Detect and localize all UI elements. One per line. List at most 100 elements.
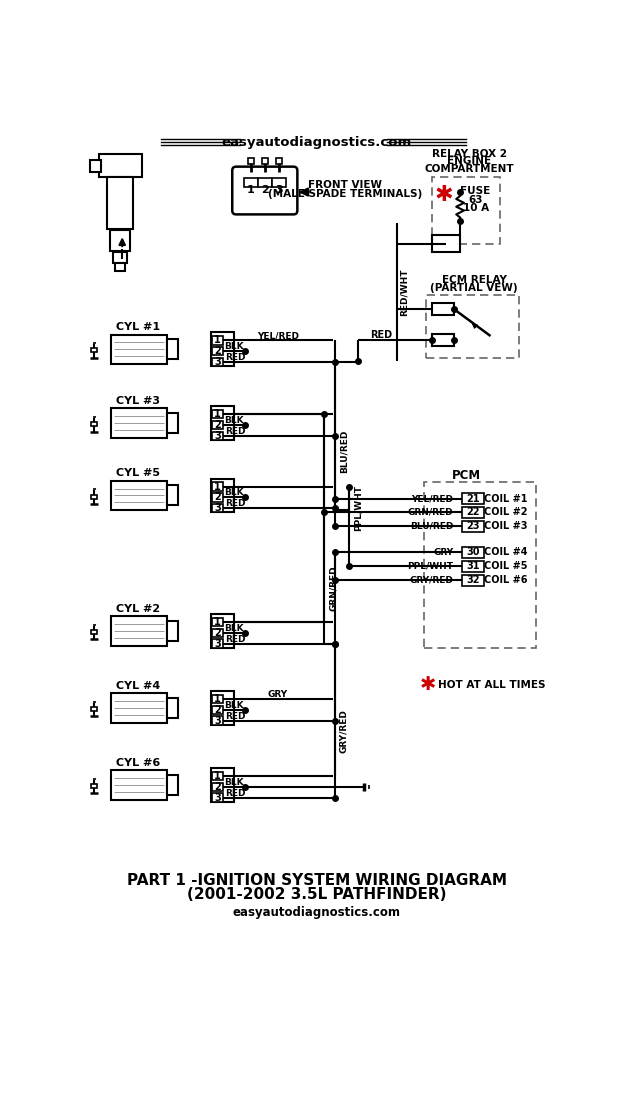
Bar xyxy=(212,793,223,802)
Bar xyxy=(212,504,223,513)
Bar xyxy=(212,346,223,355)
Bar xyxy=(212,783,223,791)
Text: RED/WHT: RED/WHT xyxy=(400,268,408,316)
Text: easyautodiagnostics.com: easyautodiagnostics.com xyxy=(233,905,400,918)
Bar xyxy=(261,158,268,164)
Text: BLU/RED: BLU/RED xyxy=(339,430,349,473)
Text: 1: 1 xyxy=(214,336,221,345)
Bar xyxy=(91,630,98,634)
Text: 3: 3 xyxy=(214,431,221,441)
Bar xyxy=(167,412,178,433)
Text: 2: 2 xyxy=(214,782,221,792)
Bar xyxy=(462,521,484,531)
Bar xyxy=(111,770,167,800)
Bar xyxy=(91,349,98,352)
Bar xyxy=(212,337,223,344)
Bar xyxy=(462,547,484,558)
Bar xyxy=(167,774,178,795)
Text: RED: RED xyxy=(225,427,245,436)
Text: RED: RED xyxy=(225,712,245,720)
Text: YEL/RED: YEL/RED xyxy=(411,494,453,503)
Text: BLK: BLK xyxy=(224,701,243,710)
Text: CYL #5: CYL #5 xyxy=(116,469,161,478)
Text: COMPARTMENT: COMPARTMENT xyxy=(425,164,514,174)
Text: ✱: ✱ xyxy=(420,675,436,694)
Text: 22: 22 xyxy=(467,507,480,517)
Bar xyxy=(111,616,167,646)
Text: GRN/RED: GRN/RED xyxy=(407,508,453,517)
Text: (MALE SPADE TERMINALS): (MALE SPADE TERMINALS) xyxy=(268,189,421,199)
Text: (PARTIAL VEW): (PARTIAL VEW) xyxy=(430,284,518,294)
Bar xyxy=(212,358,223,366)
Bar xyxy=(212,706,223,714)
Text: YEL/RED: YEL/RED xyxy=(257,331,299,340)
Bar xyxy=(432,177,501,244)
Bar xyxy=(211,614,234,648)
Bar xyxy=(91,784,98,788)
Text: 2: 2 xyxy=(214,346,221,356)
Text: GRY: GRY xyxy=(268,690,288,698)
Text: 1: 1 xyxy=(247,185,255,195)
Bar xyxy=(212,618,223,626)
Text: GRY/RED: GRY/RED xyxy=(339,710,349,754)
Text: FUSE: FUSE xyxy=(460,186,491,196)
Bar xyxy=(212,772,223,780)
Text: COIL #2: COIL #2 xyxy=(484,507,528,517)
Bar xyxy=(432,235,460,252)
Text: ECM RELAY: ECM RELAY xyxy=(442,275,507,285)
Text: 2: 2 xyxy=(214,628,221,638)
Bar xyxy=(212,639,223,648)
Bar xyxy=(212,431,223,440)
Text: COIL #3: COIL #3 xyxy=(484,521,528,531)
Text: 21: 21 xyxy=(467,494,480,504)
Bar xyxy=(167,620,178,641)
Text: BLK: BLK xyxy=(224,488,243,497)
Bar xyxy=(462,561,484,572)
Bar xyxy=(211,478,234,513)
Bar xyxy=(212,628,223,637)
Text: 31: 31 xyxy=(467,561,480,571)
Bar xyxy=(91,495,98,498)
Text: 23: 23 xyxy=(467,521,480,531)
Bar xyxy=(462,574,484,585)
Text: 63: 63 xyxy=(468,195,483,205)
Text: ✱: ✱ xyxy=(434,185,453,205)
Bar xyxy=(211,332,234,366)
Bar xyxy=(212,716,223,725)
Bar xyxy=(167,485,178,506)
Bar xyxy=(113,252,127,263)
Text: CYL #3: CYL #3 xyxy=(116,396,161,406)
Text: BLU/RED: BLU/RED xyxy=(410,521,453,530)
Text: 1: 1 xyxy=(214,409,221,419)
Bar xyxy=(211,691,234,725)
Text: PPL/WHT: PPL/WHT xyxy=(353,485,362,531)
Text: COIL #4: COIL #4 xyxy=(484,548,528,558)
Bar xyxy=(91,422,98,426)
Text: RED: RED xyxy=(225,499,245,508)
Text: GRY: GRY xyxy=(433,548,453,557)
Text: easyautodiagnostics.com: easyautodiagnostics.com xyxy=(222,136,412,150)
Text: RELAY BOX 2: RELAY BOX 2 xyxy=(432,148,507,158)
Text: (2001-2002 3.5L PATHFINDER): (2001-2002 3.5L PATHFINDER) xyxy=(187,887,446,902)
Text: 2: 2 xyxy=(214,705,221,715)
Bar xyxy=(248,158,254,164)
Text: 3: 3 xyxy=(214,793,221,803)
Bar xyxy=(212,410,223,418)
Text: PCM: PCM xyxy=(452,469,481,482)
Bar xyxy=(107,177,133,229)
Text: PART 1 -IGNITION SYSTEM WIRING DIAGRAM: PART 1 -IGNITION SYSTEM WIRING DIAGRAM xyxy=(127,873,507,888)
Text: CYL #6: CYL #6 xyxy=(116,758,161,768)
Bar xyxy=(462,493,484,504)
Bar xyxy=(212,493,223,502)
Bar xyxy=(90,160,101,172)
Bar xyxy=(111,408,167,438)
Bar xyxy=(115,263,124,271)
Text: 32: 32 xyxy=(467,575,480,585)
Text: RED: RED xyxy=(370,330,392,340)
Text: 1: 1 xyxy=(214,482,221,492)
Bar xyxy=(212,420,223,429)
Bar xyxy=(212,695,223,703)
Text: 3: 3 xyxy=(214,356,221,366)
Bar xyxy=(111,334,167,364)
Text: 10 A: 10 A xyxy=(462,204,489,213)
